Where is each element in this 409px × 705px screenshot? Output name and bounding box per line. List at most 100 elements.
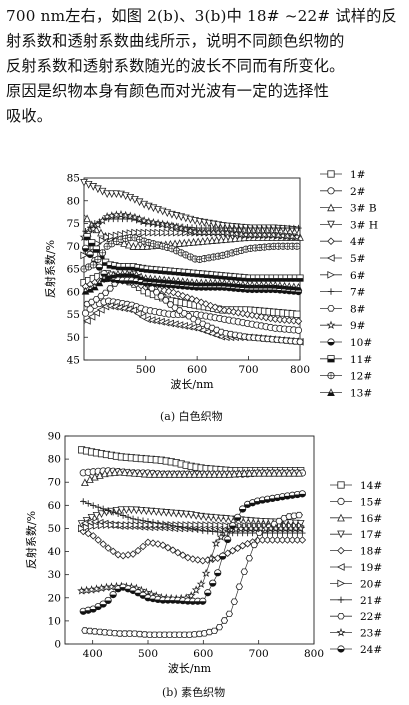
data-point [131,630,139,637]
data-point [114,550,122,559]
data-point [97,583,106,593]
data-point [139,517,147,524]
data-point [295,511,303,519]
legend-marker [326,254,335,262]
legend-entry: 17# [330,529,382,541]
data-point [225,610,233,618]
data-point [238,541,247,550]
legend-entry: 23# [330,628,382,640]
data-point [296,338,304,346]
data-point [243,310,252,319]
data-point [104,596,112,605]
data-point [185,470,194,478]
data-point [165,631,174,638]
data-point [157,508,166,517]
data-point [150,470,159,478]
data-point [202,521,211,529]
data-point [280,316,289,324]
data-point [294,326,303,334]
data-point [182,510,191,519]
data-point [262,280,270,289]
data-point [144,538,152,547]
data-point [235,583,243,590]
data-point [165,287,173,296]
legend-marker [327,355,335,363]
data-point [215,470,224,478]
data-point [95,503,102,511]
data-point [84,529,93,538]
data-point [149,519,157,526]
data-point [106,582,116,591]
data-point [211,538,221,548]
data-point [150,631,159,638]
data-point [115,467,124,476]
data-point [190,470,199,478]
y-tick-label: 70 [48,477,61,489]
data-point [95,278,104,287]
data-point [219,552,227,560]
data-point [98,236,107,245]
data-point [81,309,90,317]
legend-entry: 24# [330,644,382,656]
x-tick-label: 800 [304,648,324,660]
data-point [206,553,216,563]
data-point [130,212,140,222]
data-point [89,532,97,540]
data-point [185,631,194,638]
legend-entry: 16# [330,513,382,525]
data-point [283,536,292,544]
data-point [144,518,152,525]
data-point [229,279,238,288]
series-line [83,182,301,231]
data-point [294,317,303,325]
legend-label: 10# [350,337,372,349]
chart-plain-fabric: 0 10 20 30 40 50 60 70 80 90 400 500 600 700 800 波长/nm 反… [0,428,409,678]
legend-entry: 13# [320,387,372,399]
data-point [298,490,306,498]
data-point [92,309,100,317]
data-point [132,521,141,529]
data-point [122,506,131,515]
data-point [190,631,199,638]
data-point [214,569,222,577]
legend-entry: 20# [330,578,382,590]
data-point [103,233,112,241]
data-point [268,536,277,544]
data-point [172,509,181,518]
data-point [294,282,303,291]
data-point [110,468,119,476]
data-point [80,498,87,505]
data-point [293,242,301,250]
chart-caption-plain-fabric: (b) 素色织物 [162,686,226,699]
legend-label: 5# [350,253,365,265]
series-12# [80,234,301,273]
data-point [229,308,238,316]
data-point [228,546,237,555]
data-point [119,512,127,519]
legend-entry: 4# [320,236,365,248]
data-point [83,214,91,223]
data-point [200,470,209,478]
y-axis-label: 反射系数/% [24,511,38,569]
data-point [160,470,169,478]
y-tick-label: 40 [48,546,61,558]
x-tick-label: 500 [138,648,158,660]
data-point [285,316,293,325]
data-point [184,524,192,532]
data-point [295,224,302,232]
legend-label: 4# [350,236,365,248]
data-point [139,216,149,225]
data-point [102,521,111,529]
data-point [109,508,117,516]
legend-entry: 11# [320,354,372,366]
data-point [293,536,302,544]
data-point [154,540,162,548]
data-point [107,521,116,529]
data-point [174,548,182,557]
data-point [133,309,142,318]
data-point [296,274,304,282]
data-point [121,630,129,637]
data-point [196,579,206,588]
data-point [169,546,177,554]
body-paragraph: 700 nm左右，如图 2(b)、3(b)中 18# ~22# 试样的反 射系数… [6,4,404,129]
